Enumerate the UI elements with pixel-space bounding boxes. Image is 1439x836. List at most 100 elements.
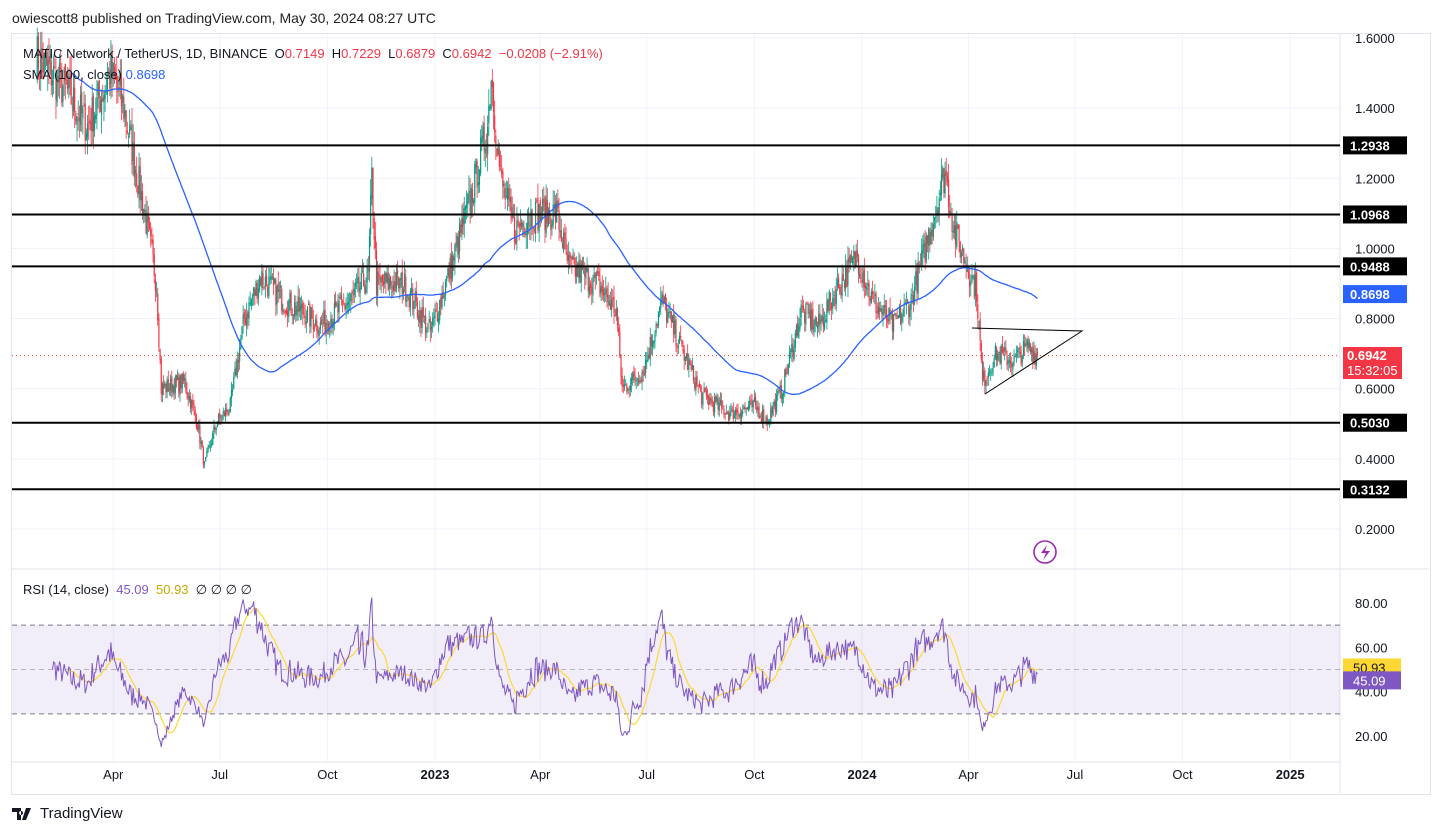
- candle-body: [517, 219, 519, 223]
- candle-body: [84, 103, 86, 141]
- candle-body: [571, 256, 573, 261]
- candle-body: [46, 52, 48, 66]
- candle-body: [139, 166, 141, 201]
- candle-body: [269, 277, 271, 279]
- candle-body: [255, 281, 257, 296]
- rsi-extra: ∅ ∅ ∅ ∅: [195, 582, 252, 597]
- candle-body: [453, 256, 455, 261]
- candle-body: [536, 200, 538, 201]
- candle-body: [99, 99, 102, 112]
- candle-body: [771, 406, 773, 414]
- high-label: H: [331, 46, 342, 61]
- candle-body: [578, 261, 580, 279]
- candle-body: [772, 405, 774, 416]
- candle-body: [480, 138, 482, 174]
- candle-body: [666, 304, 668, 323]
- candle-body: [81, 92, 83, 114]
- candle-body: [766, 417, 768, 425]
- candle-body: [944, 173, 946, 194]
- candle-body: [488, 105, 490, 124]
- candle-body: [476, 161, 478, 188]
- candle-body: [852, 257, 854, 264]
- candle-body: [220, 420, 222, 421]
- candle-body: [643, 373, 646, 376]
- candle-body: [951, 213, 953, 232]
- candle-body: [429, 318, 431, 332]
- candle-body: [542, 199, 544, 216]
- tradingview-logo[interactable]: TradingView: [12, 805, 123, 822]
- sma-tag: [1343, 285, 1407, 304]
- candle-body: [922, 244, 924, 254]
- candle-body: [1009, 361, 1012, 365]
- candle-body: [470, 187, 472, 215]
- rsi-tag-label: 45.09: [1353, 673, 1386, 688]
- candle-body: [526, 223, 529, 235]
- candle-body: [979, 319, 981, 342]
- level-tag-label: 0.5030: [1350, 416, 1390, 431]
- candle-body: [525, 233, 527, 236]
- candle-body: [688, 359, 690, 370]
- candle-body: [963, 248, 965, 264]
- candle-body: [998, 351, 1000, 354]
- candle-body: [411, 287, 413, 293]
- candle-body: [988, 371, 991, 373]
- chart-frame[interactable]: [11, 33, 1431, 795]
- candle-body: [161, 383, 164, 396]
- candle-body: [263, 286, 265, 288]
- candle-body: [496, 148, 498, 156]
- candle-body: [859, 273, 861, 277]
- candle-body: [221, 414, 223, 420]
- candle-body: [644, 359, 647, 374]
- candle-body: [312, 319, 314, 330]
- candle-body: [274, 278, 276, 284]
- candle-body: [619, 331, 621, 357]
- candle-body: [744, 407, 746, 409]
- y-tick-label: 0.2000: [1355, 522, 1395, 537]
- candle-body: [509, 197, 511, 203]
- candle-body: [305, 321, 307, 324]
- candle-body: [793, 349, 795, 359]
- candle-body: [523, 225, 525, 235]
- candle-body: [242, 314, 244, 325]
- candle-body: [413, 310, 415, 312]
- candle-body: [428, 319, 430, 323]
- candle-body: [329, 330, 331, 332]
- candle-body: [577, 263, 579, 277]
- x-tick-label: Oct: [744, 767, 765, 782]
- last-price: 0.6942: [1347, 348, 1387, 363]
- candle-body: [678, 335, 681, 344]
- candle-body: [473, 199, 475, 204]
- candle-body: [794, 332, 796, 349]
- candle-body: [56, 71, 58, 103]
- candle-body: [408, 297, 410, 308]
- level-tag: [1343, 136, 1407, 155]
- candle-body: [940, 173, 943, 195]
- candle-body: [713, 397, 716, 413]
- candle-body: [900, 307, 902, 324]
- candle-body: [990, 371, 992, 373]
- level-tag: [1343, 205, 1407, 224]
- candle-body: [336, 305, 338, 306]
- candle-body: [974, 275, 977, 296]
- candle-body: [168, 388, 171, 391]
- candle-body: [519, 223, 521, 226]
- level-tag-label: 0.9488: [1350, 259, 1390, 274]
- candle-body: [682, 345, 684, 352]
- candle-body: [331, 318, 333, 327]
- candle-body: [58, 62, 61, 82]
- candle-body: [357, 276, 359, 284]
- candle-body: [976, 272, 978, 302]
- candle-body: [813, 325, 815, 332]
- candle-body: [181, 373, 183, 389]
- candle-body: [807, 303, 809, 315]
- candle-body: [256, 283, 258, 299]
- candle-body: [382, 281, 385, 286]
- y-tick-label: 0.4000: [1355, 452, 1395, 467]
- candle-body: [606, 287, 608, 298]
- candle-body: [621, 375, 623, 387]
- level-tag: [1343, 413, 1407, 432]
- candle-body: [97, 83, 99, 95]
- candle-body: [68, 75, 70, 88]
- candle-body: [737, 410, 739, 415]
